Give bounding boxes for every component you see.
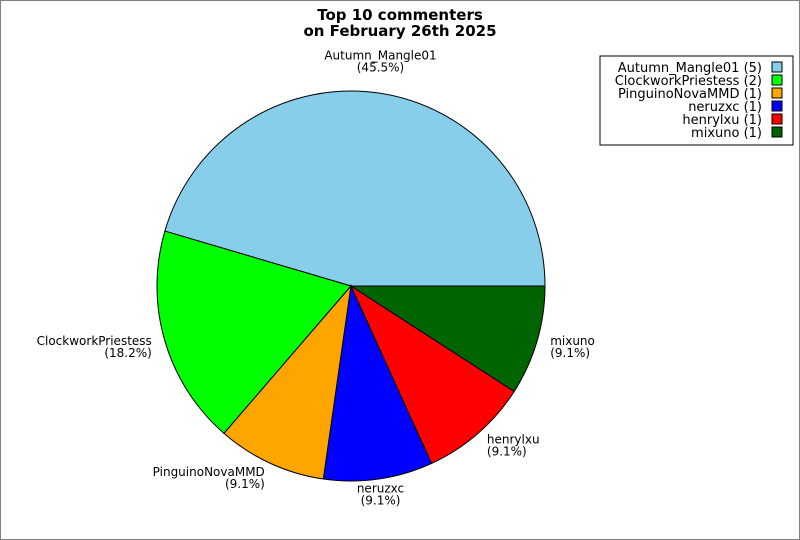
legend-label-mixuno: mixuno (1) [691,126,762,141]
chart-title-line-2: on February 26th 2025 [303,22,496,40]
slice-clockworkpriestess [156,230,352,435]
legend-swatch-clockworkpriestess [771,74,783,86]
slice-label-clockworkpriestess: ClockworkPriestess [37,334,152,348]
legend-label-neruzxc: neruzxc (1) [688,100,762,115]
slice-pinguinonovammd [223,284,352,480]
legend-box [599,55,794,146]
slice-percent-henrylxu: (9.1%) [487,445,527,459]
legend-label-pinguinonovammd: PinguinoNovaMMD (1) [618,87,762,102]
slice-percent-clockworkpriestess: (18.2%) [104,346,151,360]
legend-swatch-neruzxc [771,100,783,112]
legend-label-henrylxu: henrylxu (1) [682,113,762,128]
slice-label-autumn-mangle01: Autumn_Mangle01 [324,49,436,63]
slice-percent-autumn-mangle01: (45.5%) [357,61,404,75]
slice-label-neruzxc: neruzxc [357,482,404,496]
slice-percent-mixuno: (9.1%) [550,346,590,360]
slice-label-henrylxu: henrylxu [487,433,540,447]
slice-neruzxc [322,284,433,482]
slice-label-mixuno: mixuno [550,334,595,348]
legend-label-clockworkpriestess: ClockworkPriestess (2) [615,74,762,89]
slice-percent-neruzxc: (9.1%) [361,494,401,508]
slice-mixuno [349,285,546,393]
slice-labels: Autumn_Mangle01(45.5%) ClockworkPriestess… [37,49,595,508]
legend-label-autumn-mangle01: Autumn_Mangle01 (5) [618,61,762,76]
legend-swatch-autumn-mangle01 [771,61,783,73]
legend-swatch-pinguinonovammd [771,87,783,99]
slice-henrylxu [349,284,515,465]
legend-swatch-mixuno [771,126,783,138]
chart-title-line-1: Top 10 commenters [317,6,483,24]
legend: Autumn_Mangle01 (5)ClockworkPriestess (2… [599,55,794,146]
slice-label-pinguinonovammd: PinguinoNovaMMD [153,465,265,479]
pie-slices [156,90,546,482]
legend-swatch-henrylxu [771,113,783,125]
slice-autumn-mangle01 [164,90,546,287]
slice-percent-pinguinonovammd: (9.1%) [225,477,265,491]
